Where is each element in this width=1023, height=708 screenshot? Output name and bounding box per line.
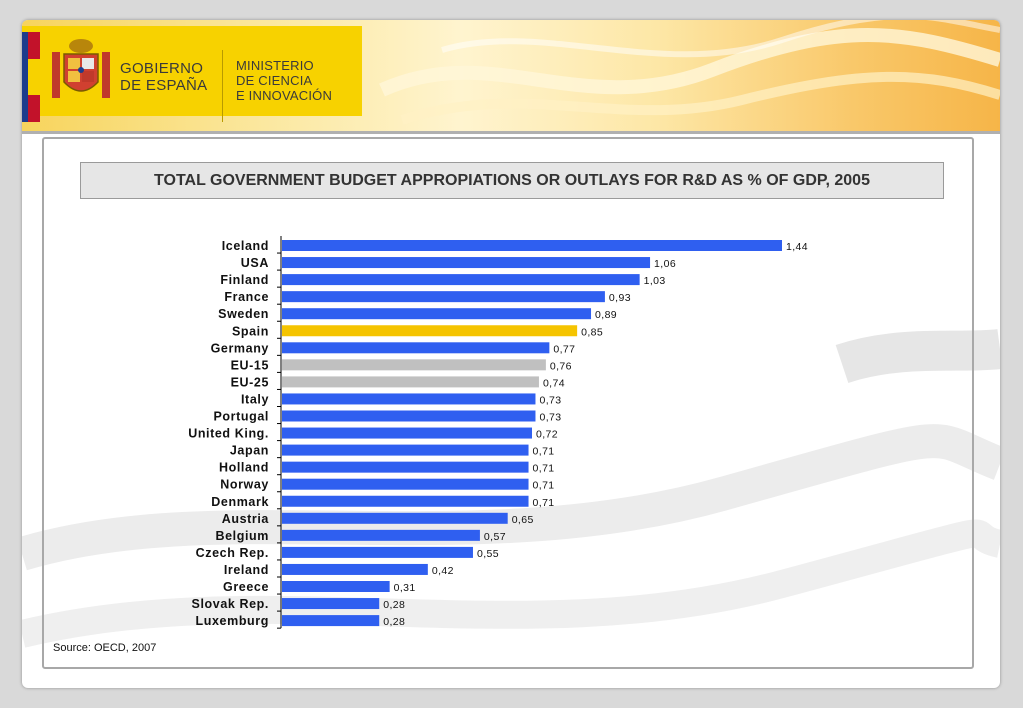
bar <box>282 342 550 354</box>
value-label: 0,71 <box>533 497 555 509</box>
value-label: 0,71 <box>533 463 555 475</box>
bar-chart: Iceland 1,44 USA 1,06 Finland 1,03 France 0,93 S… <box>188 236 808 629</box>
government-name: GOBIERNO DE ESPAÑA <box>120 60 207 94</box>
value-label: 0,57 <box>484 531 506 543</box>
bar <box>282 240 782 251</box>
value-label: 0,71 <box>533 480 555 492</box>
value-label: 0,42 <box>432 565 454 577</box>
chart-title-box: TOTAL GOVERNMENT BUDGET APPROPIATIONS OR… <box>80 162 944 199</box>
bar <box>282 291 605 303</box>
category-label: France <box>224 290 269 304</box>
value-label: 1,03 <box>644 275 666 287</box>
category-label: Belgium <box>215 529 269 543</box>
bar <box>282 308 592 320</box>
background-wave-decoration <box>22 329 1000 648</box>
value-label: 0,73 <box>539 412 561 424</box>
value-label: 0,93 <box>609 292 631 304</box>
bar <box>282 325 578 337</box>
value-label: 0,28 <box>383 599 405 611</box>
value-label: 0,85 <box>581 326 603 338</box>
bar <box>282 495 529 507</box>
ministry-name: MINISTERIO DE CIENCIA E INNOVACIÓN <box>236 58 332 103</box>
eu-flag-stripe <box>22 32 28 122</box>
bar <box>282 546 473 558</box>
bar <box>282 376 539 388</box>
bar <box>282 461 529 473</box>
value-label: 0,55 <box>477 548 499 560</box>
spain-flag-stripe <box>28 32 40 122</box>
bar <box>282 393 536 405</box>
source-note: Source: OECD, 2007 <box>53 642 157 654</box>
category-label: Spain <box>232 324 269 338</box>
value-label: 0,73 <box>539 394 561 406</box>
ministry-line-2: DE CIENCIA <box>236 73 313 88</box>
category-label: Greece <box>223 580 269 594</box>
category-label: USA <box>241 256 269 270</box>
category-label: Japan <box>230 444 269 458</box>
category-label: Denmark <box>211 495 269 509</box>
value-label: 0,76 <box>550 360 572 372</box>
value-label: 0,77 <box>553 343 575 355</box>
ministry-line-3: E INNOVACIÓN <box>236 88 333 103</box>
category-label: United King. <box>188 427 269 441</box>
header-separator <box>22 131 1000 134</box>
header-wave-decoration <box>379 20 1000 125</box>
government-logo-block: GOBIERNO DE ESPAÑA MINISTERIO DE CIENCIA… <box>22 26 362 122</box>
bar <box>282 478 529 490</box>
coat-of-arms-icon <box>52 39 110 98</box>
bar <box>282 410 536 422</box>
bar <box>282 563 428 575</box>
value-label: 0,89 <box>595 309 617 321</box>
bar <box>282 427 532 439</box>
bar <box>282 615 380 627</box>
header-banner: GOBIERNO DE ESPAÑA MINISTERIO DE CIENCIA… <box>22 20 1000 131</box>
bar <box>282 529 480 541</box>
bar <box>282 581 390 592</box>
ministry-line-1: MINISTERIO <box>236 58 314 73</box>
value-label: 0,28 <box>383 616 405 628</box>
bar <box>282 512 508 524</box>
value-label: 1,44 <box>786 241 808 253</box>
value-label: 0,31 <box>394 582 416 594</box>
logo-divider <box>222 50 223 122</box>
category-label: Germany <box>211 341 269 355</box>
value-label: 0,71 <box>533 446 555 458</box>
gov-line-2: DE ESPAÑA <box>120 77 208 94</box>
category-label: Austria <box>222 512 270 526</box>
chart-frame <box>42 137 974 669</box>
category-label: Iceland <box>222 239 269 253</box>
category-label: Portugal <box>214 410 270 424</box>
value-label: 0,65 <box>512 514 534 526</box>
gov-line-1: GOBIERNO <box>120 60 204 77</box>
chart-title: TOTAL GOVERNMENT BUDGET APPROPIATIONS OR… <box>154 171 870 189</box>
category-label: Sweden <box>218 307 269 321</box>
category-label: EU-15 <box>231 358 269 372</box>
bar <box>282 598 380 610</box>
bar <box>282 274 640 286</box>
category-label: Czech Rep. <box>196 546 269 560</box>
value-label: 1,06 <box>654 258 676 270</box>
category-label: Slovak Rep. <box>192 597 269 611</box>
category-label: Norway <box>220 478 269 492</box>
value-label: 0,72 <box>536 429 558 441</box>
category-label: Holland <box>219 461 269 475</box>
category-label: EU-25 <box>231 375 269 389</box>
category-label: Ireland <box>224 563 269 577</box>
category-label: Luxemburg <box>196 614 269 628</box>
slide: GOBIERNO DE ESPAÑA MINISTERIO DE CIENCIA… <box>22 20 1000 688</box>
bar <box>282 444 529 456</box>
bar <box>282 359 546 371</box>
category-label: Finland <box>220 273 269 287</box>
category-label: Italy <box>241 392 269 406</box>
bar <box>282 257 651 269</box>
value-label: 0,74 <box>543 377 565 389</box>
